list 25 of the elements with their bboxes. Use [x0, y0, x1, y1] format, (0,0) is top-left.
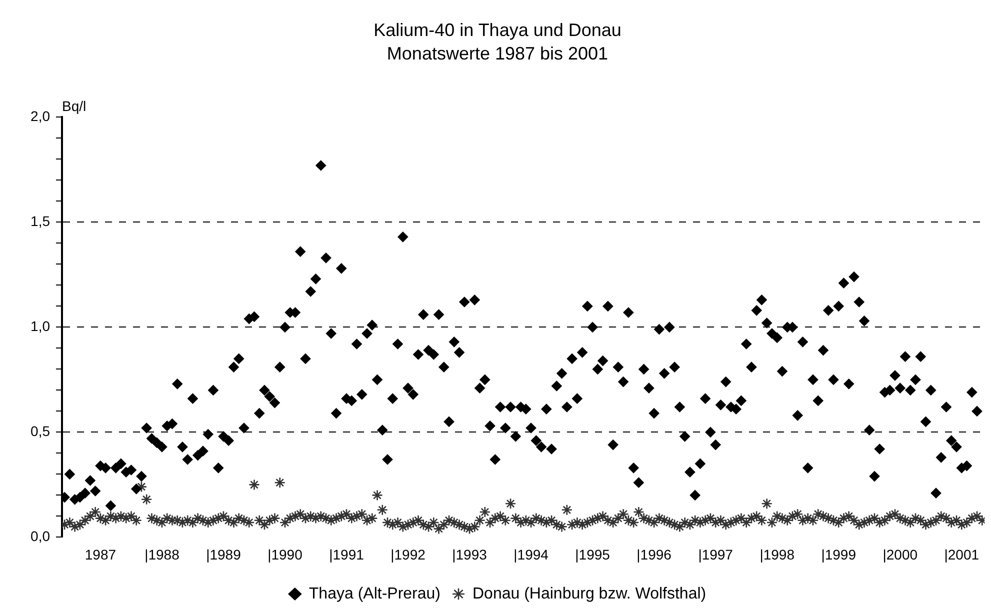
- x-tick-label: 1987: [84, 546, 116, 562]
- y-tick-label: 1,5: [30, 213, 50, 230]
- y-tick-label: 1,0: [30, 318, 50, 334]
- x-tick-label: |1988: [144, 546, 180, 562]
- x-tick-label: |1997: [698, 546, 734, 562]
- x-tick-label: |1995: [575, 546, 610, 562]
- x-tick-label: |1989: [206, 546, 242, 562]
- legend-label: Thaya (Alt-Prerau): [308, 585, 440, 602]
- x-tick-label: |1999: [821, 546, 856, 562]
- chart-title: Kalium-40 in Thaya und Donau: [374, 20, 622, 40]
- y-tick-label: 2,0: [30, 108, 50, 124]
- x-tick-label: |2000: [882, 546, 918, 562]
- x-tick-label: |1992: [390, 546, 426, 562]
- x-tick-label: |1991: [329, 546, 364, 562]
- x-tick-label: |1996: [636, 546, 672, 562]
- x-tick-label: |1998: [760, 546, 795, 562]
- y-tick-label: 0,0: [30, 528, 50, 544]
- x-tick-label: |1993: [452, 546, 488, 562]
- legend-label: Donau (Hainburg bzw. Wolfsthal): [472, 585, 706, 602]
- chart-subtitle: Monatswerte 1987 bis 2001: [386, 43, 608, 64]
- y-axis-title: Bq/l: [62, 98, 86, 114]
- x-tick-label: |1994: [514, 546, 549, 562]
- y-tick-label: 0,5: [30, 423, 50, 440]
- x-tick-label: |2001: [944, 546, 980, 562]
- x-tick-label: |1990: [268, 546, 303, 562]
